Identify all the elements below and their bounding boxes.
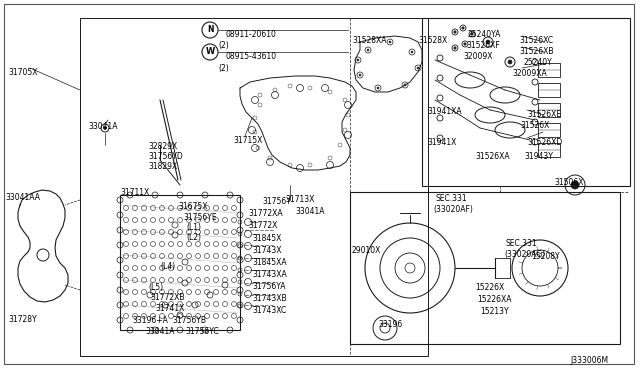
Circle shape	[377, 87, 379, 89]
Circle shape	[462, 27, 464, 29]
Text: 31526XB: 31526XB	[519, 47, 554, 56]
Text: 31941XA: 31941XA	[427, 107, 461, 116]
Text: 31829X: 31829X	[148, 162, 177, 171]
Text: 31741X: 31741X	[155, 304, 184, 313]
Bar	[538, 63, 560, 77]
Text: 25240Y: 25240Y	[524, 58, 553, 67]
Text: 31943Y: 31943Y	[524, 152, 553, 161]
Text: 29010X: 29010X	[352, 246, 381, 255]
Circle shape	[486, 40, 490, 44]
Text: 33196: 33196	[378, 320, 403, 329]
Bar	[538, 103, 560, 117]
Text: 08915-43610: 08915-43610	[225, 52, 276, 61]
Text: 31772XB: 31772XB	[150, 293, 184, 302]
Text: J333006M: J333006M	[570, 356, 608, 365]
Text: 31526XA: 31526XA	[475, 152, 509, 161]
Text: 31526X: 31526X	[520, 121, 549, 130]
Text: 08911-20610: 08911-20610	[225, 30, 276, 39]
Text: 33041A: 33041A	[295, 207, 324, 216]
Circle shape	[454, 31, 456, 33]
Text: 31526XE: 31526XE	[527, 110, 561, 119]
Text: 31743XA: 31743XA	[252, 270, 287, 279]
Text: 31713X: 31713X	[285, 195, 314, 204]
Text: 25240YA: 25240YA	[468, 30, 501, 39]
Circle shape	[571, 181, 579, 189]
Text: 31756YC: 31756YC	[185, 327, 219, 336]
Text: 31705X: 31705X	[8, 68, 38, 77]
Bar	[120, 195, 240, 330]
Text: 31756YE: 31756YE	[183, 213, 216, 222]
Bar	[538, 83, 560, 97]
Circle shape	[359, 74, 361, 76]
Text: 31715X: 31715X	[233, 136, 262, 145]
Text: 31743XC: 31743XC	[252, 306, 286, 315]
Circle shape	[464, 43, 466, 45]
Text: 33041A: 33041A	[145, 327, 175, 336]
Bar	[350, 192, 620, 344]
Text: 31528X: 31528X	[418, 36, 447, 45]
Text: 15226XA: 15226XA	[477, 295, 511, 304]
Circle shape	[404, 84, 406, 86]
Text: (2): (2)	[218, 64, 228, 73]
Text: 31675X: 31675X	[178, 202, 207, 211]
Bar	[80, 18, 428, 356]
Text: SEC.331: SEC.331	[506, 239, 538, 248]
Text: W: W	[205, 48, 214, 57]
Text: 31756Y: 31756Y	[262, 197, 291, 206]
Text: 31756YA: 31756YA	[252, 282, 285, 291]
Text: 31845X: 31845X	[252, 234, 282, 243]
Text: 15208Y: 15208Y	[531, 252, 559, 261]
Text: 31526XC: 31526XC	[519, 36, 553, 45]
Text: 32829X: 32829X	[148, 142, 177, 151]
Text: (L4): (L4)	[160, 262, 175, 271]
Circle shape	[417, 67, 419, 69]
Text: 31772XA: 31772XA	[248, 209, 283, 218]
Text: 31526XF: 31526XF	[466, 41, 500, 50]
Text: 31743XB: 31743XB	[252, 294, 287, 303]
Text: (33020AG): (33020AG)	[504, 250, 545, 259]
Circle shape	[471, 33, 473, 35]
Text: 31743X: 31743X	[252, 246, 282, 255]
Text: 32009XA: 32009XA	[512, 69, 547, 78]
Text: SEC.331: SEC.331	[435, 194, 467, 203]
Text: N: N	[207, 26, 213, 35]
Text: 15226X: 15226X	[475, 283, 504, 292]
Circle shape	[508, 60, 512, 64]
Text: 32009X: 32009X	[463, 52, 493, 61]
Text: 31845XA: 31845XA	[252, 258, 287, 267]
Text: 33041A: 33041A	[88, 122, 118, 131]
Circle shape	[411, 51, 413, 53]
Text: 31711X: 31711X	[120, 188, 149, 197]
Text: (2): (2)	[218, 41, 228, 50]
Text: 31756YB: 31756YB	[172, 316, 206, 325]
Text: (L1): (L1)	[186, 223, 201, 232]
Text: 15213Y: 15213Y	[480, 307, 509, 316]
Text: (33020AF): (33020AF)	[433, 205, 473, 214]
Text: 31772X: 31772X	[248, 221, 277, 230]
Bar	[538, 143, 560, 157]
Text: (L2): (L2)	[186, 233, 201, 242]
Text: 31941X: 31941X	[427, 138, 456, 147]
Circle shape	[389, 41, 391, 43]
Text: 31728Y: 31728Y	[8, 315, 36, 324]
Text: 31528XA: 31528XA	[352, 36, 387, 45]
Bar	[538, 123, 560, 137]
Text: 31756YD: 31756YD	[148, 152, 183, 161]
Circle shape	[454, 47, 456, 49]
Text: 31526XD: 31526XD	[527, 138, 563, 147]
Bar	[422, 18, 630, 186]
Text: (L5): (L5)	[148, 283, 163, 292]
Circle shape	[367, 49, 369, 51]
Circle shape	[357, 59, 359, 61]
Circle shape	[104, 126, 106, 129]
Text: 31506X: 31506X	[554, 178, 584, 187]
Text: 33041AA: 33041AA	[5, 193, 40, 202]
Text: 33196+A: 33196+A	[132, 316, 168, 325]
